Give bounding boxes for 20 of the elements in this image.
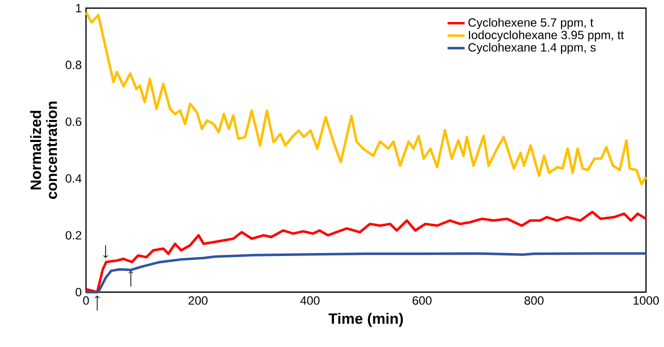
x-tick-label: 600 [412,296,432,305]
legend-label: Cyclohexene 5.7 ppm, t [468,18,594,30]
x-tick-label: 200 [188,296,208,305]
line-series [84,210,648,294]
x-tick-label: 0 [83,296,89,305]
line-series [84,252,648,294]
y-axis-title: Normalized concentration [30,102,58,199]
x-tick-label: 1000 [634,296,659,305]
x-tick-label: 800 [524,296,544,305]
x-tick-label: 400 [300,296,320,305]
y-tick-label: 0.4 [66,174,82,183]
x-axis-title: Time (min) [328,312,403,327]
y-tick-label: 0.2 [66,231,82,240]
legend-label: Iodocyclohexane 3.95 ppm, tt [468,30,624,42]
y-tick-label: 0.6 [66,117,82,126]
line-series [84,11,648,186]
y-tick-label: 1 [76,4,82,12]
y-tick-label: 0 [76,288,82,296]
legend-label: Cyclohexane 1.4 ppm, s [468,42,596,54]
y-tick-label: 0.8 [66,60,82,70]
